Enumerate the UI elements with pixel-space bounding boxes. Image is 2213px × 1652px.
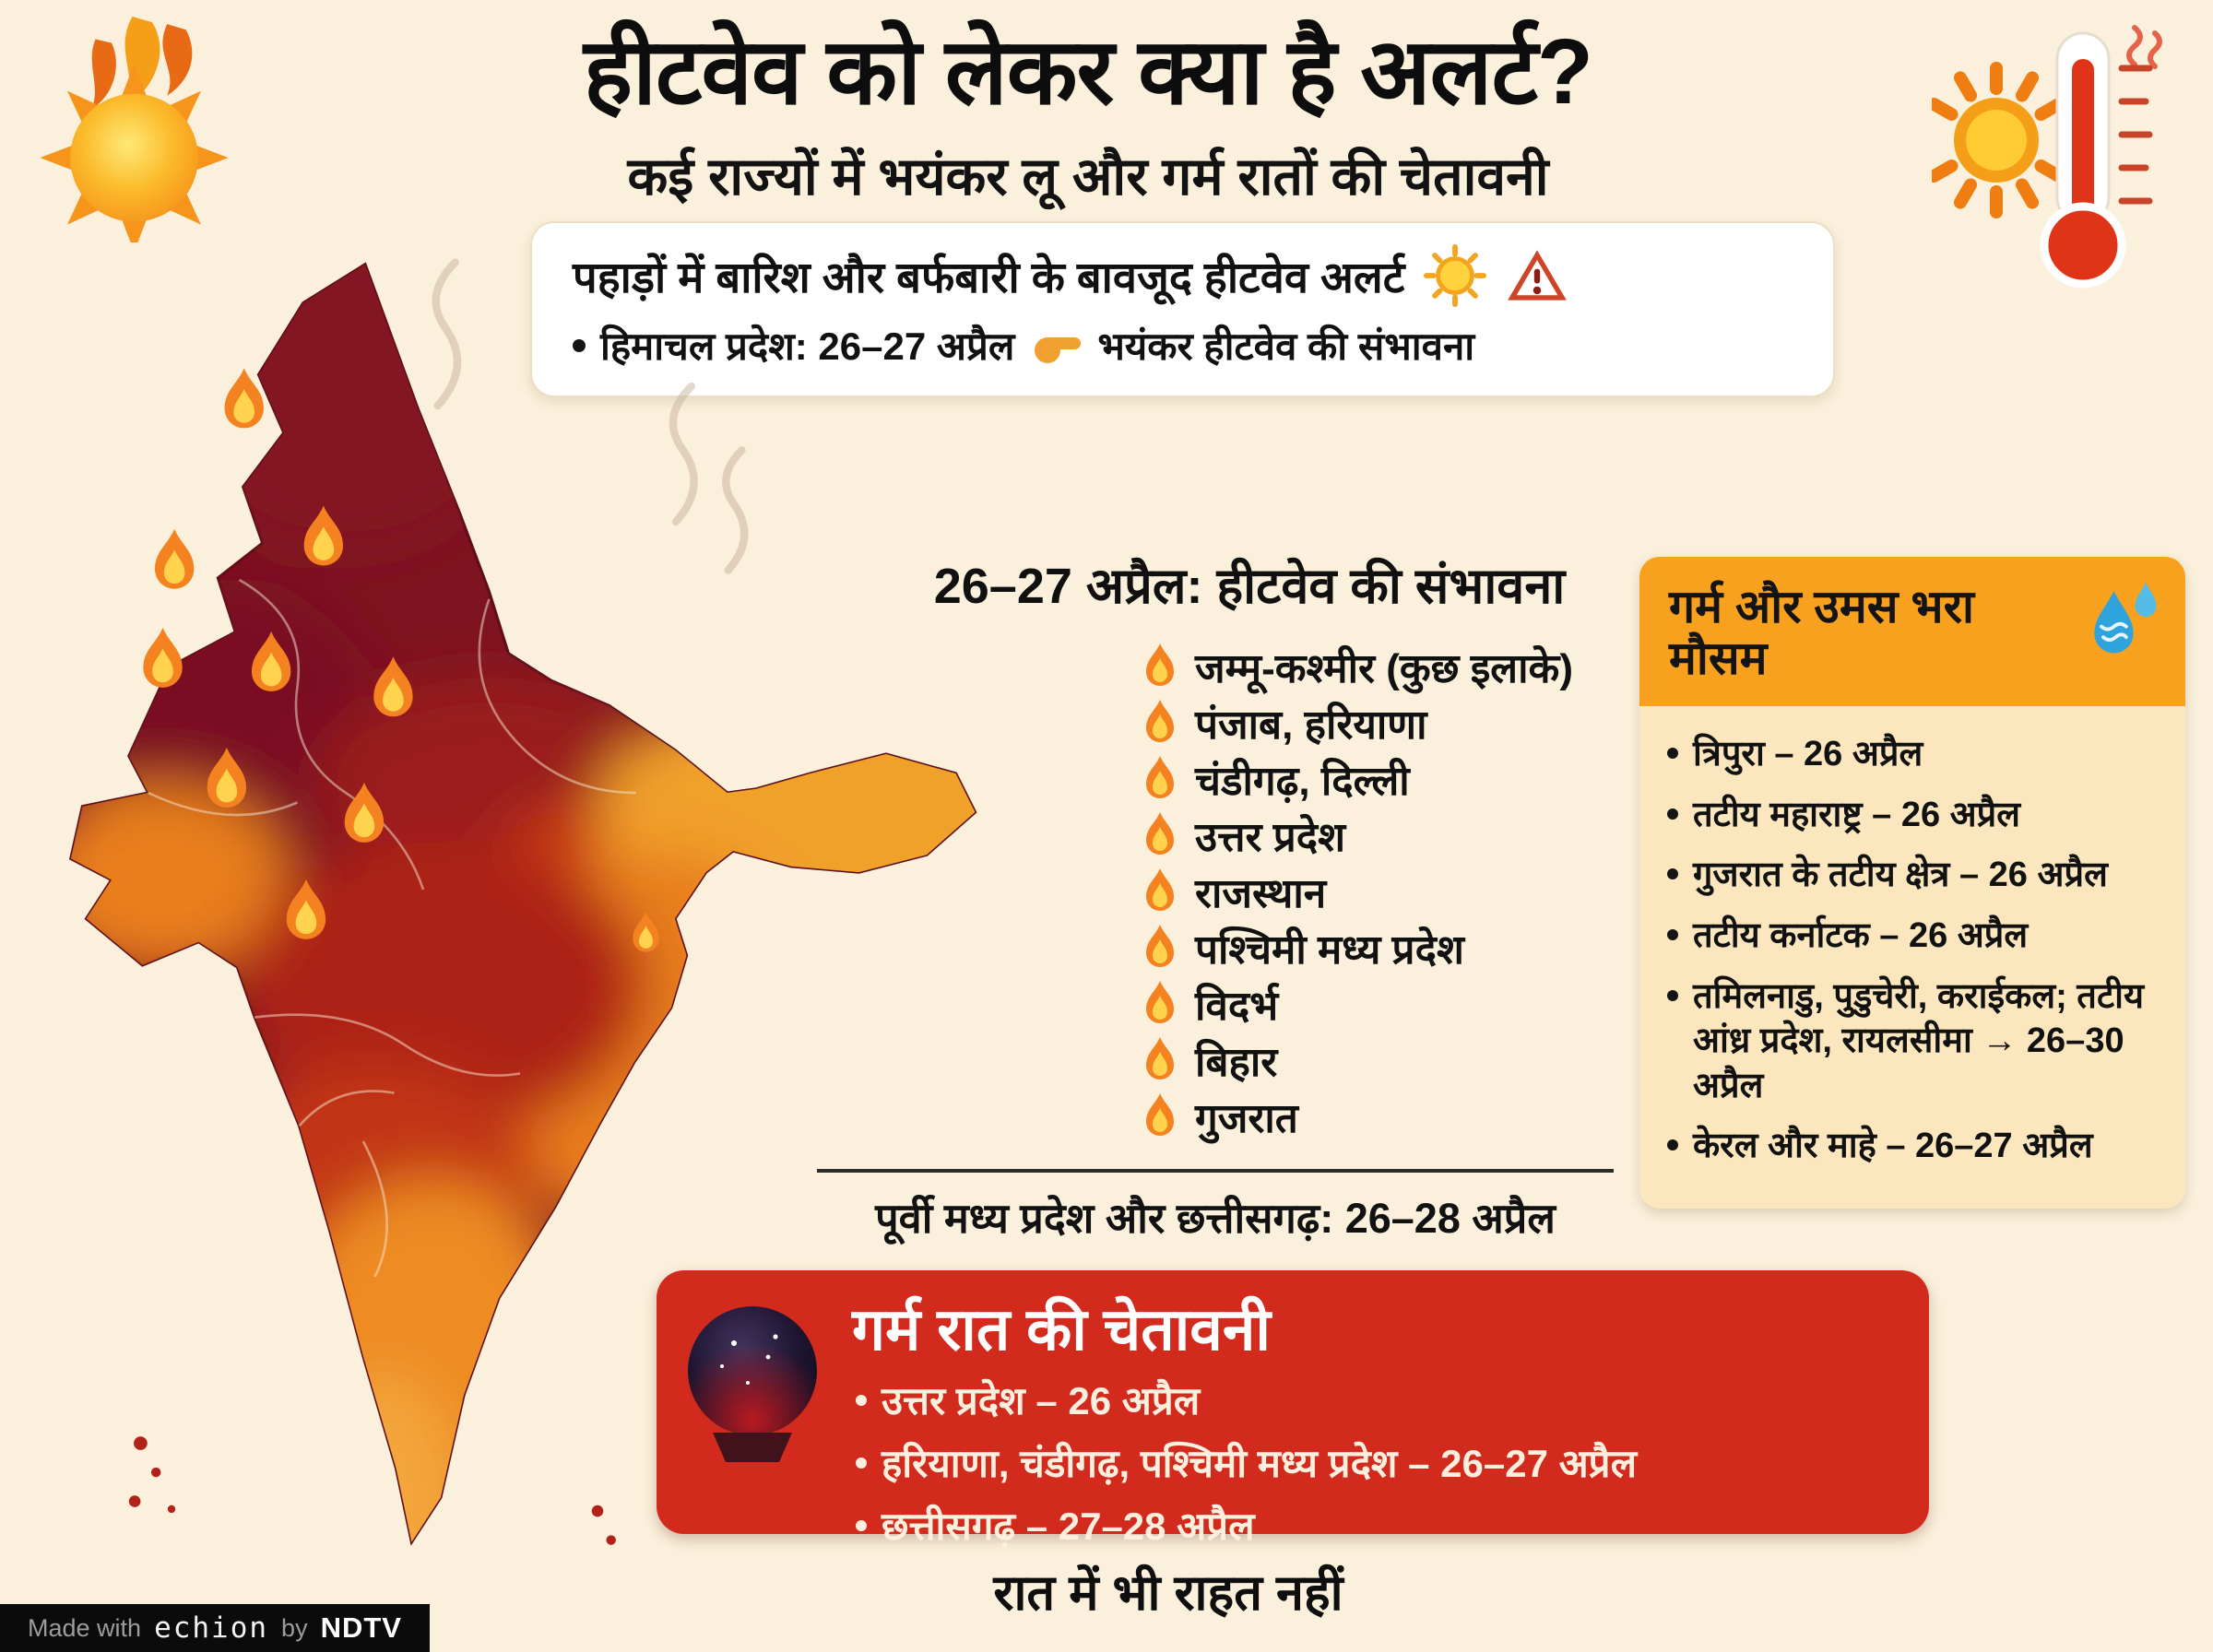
state-borders bbox=[148, 578, 637, 1278]
night-list: उत्तर प्रदेश – 26 अप्रैल हरियाणा, चंडीगढ… bbox=[856, 1374, 1637, 1562]
mountain-alert-card: पहाड़ों में बारिश और बर्फबारी के बावजूद … bbox=[530, 221, 1835, 397]
list-item: जम्मू-कश्मीर (कुछ इलाके) bbox=[1142, 638, 1573, 694]
flame-bullet-icon bbox=[1142, 699, 1178, 747]
humid-item-label: तटीय महाराष्ट्र – 26 अप्रैल bbox=[1693, 795, 2021, 834]
warm-night-panel: गर्म रात की चेतावनी उत्तर प्रदेश – 26 अप… bbox=[657, 1270, 1929, 1548]
list-item: उत्तर प्रदेश bbox=[1142, 807, 1573, 863]
bullet-dot bbox=[1667, 748, 1678, 759]
bullet-dot bbox=[1667, 808, 1678, 820]
list-item: छत्तीसगढ़ – 27–28 अप्रैल bbox=[856, 1499, 1637, 1552]
list-item: तटीय महाराष्ट्र – 26 अप्रैल bbox=[1667, 793, 2163, 838]
bullet-dot bbox=[1667, 868, 1678, 880]
heatwave-item-label: पश्चिमी मध्य प्रदेश bbox=[1195, 926, 1464, 973]
humid-item-label: तटीय कर्नाटक – 26 अप्रैल bbox=[1693, 915, 2029, 955]
islands bbox=[128, 1436, 616, 1545]
alert-heading: पहाड़ों में बारिश और बर्फबारी के बावजूद … bbox=[573, 243, 1793, 308]
flame-icon bbox=[224, 368, 264, 429]
flame-icon bbox=[143, 627, 183, 688]
heatwave-item-label: चंडीगढ़, दिल्ली bbox=[1195, 758, 1410, 804]
bullet-dot bbox=[856, 1519, 867, 1531]
flame-bullet-icon bbox=[1142, 1092, 1178, 1140]
heatwave-item-label: बिहार bbox=[1195, 1039, 1278, 1085]
night-tagline: रात में भी राहत नहीं bbox=[993, 1565, 1343, 1621]
heatwave-item-label: जम्मू-कश्मीर (कुछ इलाके) bbox=[1195, 645, 1573, 691]
bullet-dot bbox=[1667, 989, 1678, 1001]
list-item: गुजरात bbox=[1142, 1088, 1573, 1144]
list-item: केरल और माहे – 26–27 अप्रैल bbox=[1667, 1124, 2163, 1169]
list-item: तमिलनाडु, पुडुचेरी, कराईकल; तटीय आंध्र प… bbox=[1667, 974, 2163, 1109]
bullet-dot bbox=[856, 1394, 867, 1406]
night-item-label: उत्तर प्रदेश – 26 अप्रैल bbox=[882, 1379, 1201, 1422]
list-item: पश्चिमी मध्य प्रदेश bbox=[1142, 919, 1573, 975]
india-map bbox=[69, 258, 977, 1546]
heatwave-item-label: पंजाब, हरियाणा bbox=[1195, 702, 1427, 748]
heatwave-item-label: उत्तर प्रदेश bbox=[1195, 814, 1346, 860]
smoke-wisps bbox=[432, 258, 749, 574]
bullet-dot bbox=[1667, 1139, 1678, 1151]
credit-bar: Made with echion by NDTV bbox=[0, 1604, 430, 1652]
flame-bullet-icon bbox=[1142, 924, 1178, 972]
list-item: त्रिपुरा – 26 अप्रैल bbox=[1667, 732, 2163, 777]
humid-item-label: गुजरात के तटीय क्षेत्र – 26 अप्रैल bbox=[1693, 856, 2108, 895]
humid-item-label: त्रिपुरा – 26 अप्रैल bbox=[1693, 735, 1923, 773]
heatwave-heading: 26–27 अप्रैल: हीटवेव की संभावना bbox=[933, 559, 1566, 614]
crystal-ball-icon bbox=[688, 1306, 817, 1462]
page-title: हीटवेव को लेकर क्या है अलर्ट? bbox=[584, 20, 1593, 124]
warning-icon bbox=[1508, 250, 1568, 301]
list-item: उत्तर प्रदेश – 26 अप्रैल bbox=[856, 1374, 1637, 1426]
flame-bullet-icon bbox=[1142, 643, 1178, 690]
heatwave-item-label: विदर्भ bbox=[1195, 983, 1279, 1029]
night-item-label: हरियाणा, चंडीगढ़, पश्चिमी मध्य प्रदेश – … bbox=[882, 1442, 1638, 1485]
list-item: राजस्थान bbox=[1142, 863, 1573, 919]
heatwave-list: जम्मू-कश्मीर (कुछ इलाके) पंजाब, हरियाणा … bbox=[1142, 638, 1573, 1144]
credit-made-with: Made with bbox=[28, 1613, 142, 1642]
heatwave-footnote: पूर्वी मध्य प्रदेश और छत्तीसगढ़: 26–28 अ… bbox=[817, 1169, 1614, 1245]
humid-item-label: केरल और माहे – 26–27 अप्रैल bbox=[1693, 1127, 2093, 1166]
list-item: गुजरात के तटीय क्षेत्र – 26 अप्रैल bbox=[1667, 853, 2163, 898]
alert-heading-text: पहाड़ों में बारिश और बर्फबारी के बावजूद … bbox=[573, 253, 1405, 301]
credit-by: by bbox=[281, 1613, 308, 1642]
bullet-dot bbox=[573, 338, 586, 352]
humid-panel-header: गर्म और उमस भरा मौसम bbox=[1639, 557, 2185, 706]
humid-panel-body: त्रिपुरा – 26 अप्रैल तटीय महाराष्ट्र – 2… bbox=[1639, 706, 2185, 1209]
humid-panel-title: गर्म और उमस भरा मौसम bbox=[1669, 581, 1974, 684]
night-item-label: छत्तीसगढ़ – 27–28 अप्रैल bbox=[882, 1504, 1255, 1548]
list-item: चंडीगढ़, दिल्ली bbox=[1142, 750, 1573, 807]
credit-brand: echion bbox=[154, 1611, 269, 1645]
flame-bullet-icon bbox=[1142, 755, 1178, 803]
list-item: बिहार bbox=[1142, 1032, 1573, 1088]
flame-icon bbox=[154, 528, 195, 589]
flame-bullet-icon bbox=[1142, 867, 1178, 915]
list-item: तटीय कर्नाटक – 26 अप्रैल bbox=[1667, 914, 2163, 959]
page-subtitle: कई राज्यों में भयंकर लू और गर्म रातों की… bbox=[627, 148, 1549, 206]
alert-bullet: हिमाचल प्रदेश: 26–27 अप्रैल भयंकर हीटवेव… bbox=[573, 319, 1793, 372]
alert-bullet-lead: हिमाचल प्रदेश: 26–27 अप्रैल bbox=[600, 324, 1015, 368]
heatwave-item-label: गुजरात bbox=[1195, 1095, 1298, 1141]
droplets-icon bbox=[2094, 582, 2157, 654]
flame-bullet-icon bbox=[1142, 980, 1178, 1028]
bullet-dot bbox=[1667, 928, 1678, 940]
sun-flame-icon bbox=[40, 17, 229, 242]
list-item: हरियाणा, चंडीगढ़, पश्चिमी मध्य प्रदेश – … bbox=[856, 1436, 1637, 1489]
thermometer-sun-icon bbox=[1932, 25, 2162, 289]
list-item: विदर्भ bbox=[1142, 975, 1573, 1032]
list-item: पंजाब, हरियाणा bbox=[1142, 694, 1573, 750]
humid-item-label: तमिलनाडु, पुडुचेरी, कराईकल; तटीय आंध्र प… bbox=[1693, 976, 2144, 1105]
heatwave-item-label: राजस्थान bbox=[1195, 870, 1327, 916]
flame-bullet-icon bbox=[1142, 811, 1178, 859]
night-panel-title: गर्म रात की चेतावनी bbox=[852, 1296, 1271, 1363]
sun-icon bbox=[1424, 243, 1487, 308]
humid-list: त्रिपुरा – 26 अप्रैल तटीय महाराष्ट्र – 2… bbox=[1667, 732, 2163, 1169]
ndtv-logo: NDTV bbox=[320, 1611, 402, 1644]
flame-bullet-icon bbox=[1142, 1036, 1178, 1084]
alert-bullet-tail: भयंकर हीटवेव की संभावना bbox=[1097, 324, 1475, 368]
bullet-dot bbox=[856, 1457, 867, 1469]
humid-weather-panel: गर्म और उमस भरा मौसम त्रिपुरा – 26 अप्रै… bbox=[1639, 557, 2185, 1209]
hand-point-icon bbox=[1035, 336, 1082, 363]
